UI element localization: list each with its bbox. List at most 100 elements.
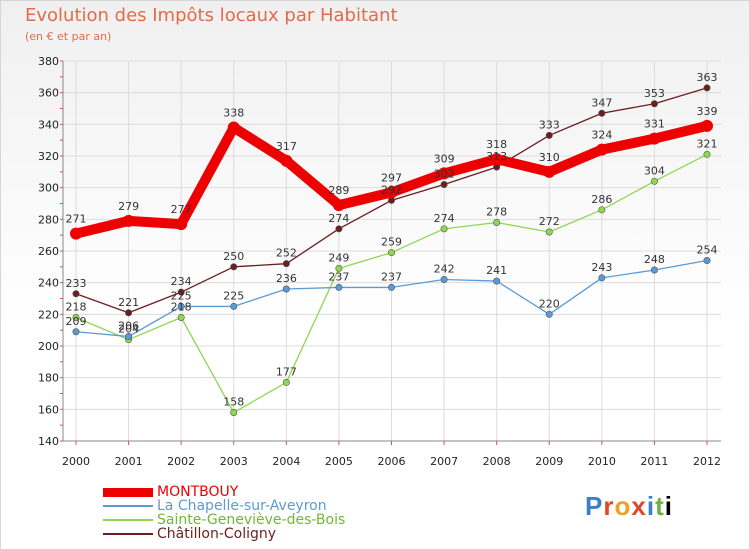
data-point: [335, 264, 343, 272]
data-point: [595, 143, 608, 156]
legend-swatch: [103, 519, 153, 521]
data-label: 237: [381, 270, 402, 283]
y-tick-label: 360: [38, 87, 59, 100]
legend-swatch: [103, 533, 153, 535]
data-label: 333: [539, 118, 560, 131]
y-tick-label: 300: [38, 182, 59, 195]
data-point: [440, 275, 448, 283]
x-tick-label: 2000: [62, 455, 90, 468]
legend-swatch: [103, 505, 153, 507]
data-label: 206: [118, 320, 139, 333]
data-label: 324: [591, 129, 612, 142]
data-label: 274: [434, 212, 455, 225]
legend-item-montbouy[interactable]: MONTBOUY: [103, 485, 345, 499]
data-point: [230, 408, 238, 416]
data-label: 313: [486, 150, 507, 163]
data-point: [280, 154, 293, 167]
y-tick-labels: 140 160 180 200 220 240 260 280 300 320 340 360 380: [38, 55, 59, 448]
x-tick-label: 2005: [325, 455, 353, 468]
x-tick-label: 2006: [378, 455, 406, 468]
data-label: 259: [381, 236, 402, 249]
x-tick-label: 2010: [588, 455, 616, 468]
data-label: 297: [381, 171, 402, 184]
data-label: 177: [276, 365, 297, 378]
data-label: 237: [328, 270, 349, 283]
data-point: [598, 274, 606, 282]
axes: [60, 60, 721, 445]
data-label: 272: [539, 215, 560, 228]
data-point: [175, 218, 188, 231]
chart-subtitle: (en € et par an): [25, 30, 112, 43]
data-point: [648, 132, 661, 145]
data-label: 286: [591, 193, 612, 206]
data-point: [545, 310, 553, 318]
data-label: 225: [171, 289, 192, 302]
data-point: [72, 328, 80, 336]
data-label: 236: [276, 272, 297, 285]
data-label: 243: [591, 261, 612, 274]
data-label: 209: [66, 315, 87, 328]
data-point: [490, 153, 503, 166]
x-tick-label: 2002: [167, 455, 195, 468]
data-label: 338: [223, 107, 244, 120]
data-point: [125, 332, 133, 340]
data-label: 225: [223, 289, 244, 302]
data-label: 204: [118, 323, 139, 336]
data-label: 363: [697, 71, 718, 84]
data-point: [650, 177, 658, 185]
y-tick-label: 260: [38, 245, 59, 258]
data-label: 220: [539, 297, 560, 310]
data-label: 274: [328, 212, 349, 225]
y-tick-label: 180: [38, 372, 59, 385]
data-point: [387, 249, 395, 257]
data-point: [440, 181, 448, 189]
legend-label: La Chapelle-sur-Aveyron: [157, 498, 327, 514]
data-label: 317: [276, 140, 297, 153]
data-point: [282, 260, 290, 268]
data-point: [282, 378, 290, 386]
y-tick-label: 220: [38, 308, 59, 321]
series-points: [70, 84, 713, 416]
data-point: [543, 165, 556, 178]
data-point: [598, 206, 606, 214]
data-point: [230, 263, 238, 271]
y-tick-label: 200: [38, 340, 59, 353]
legend-swatch: [103, 487, 153, 497]
x-tick-label: 2011: [640, 455, 668, 468]
data-label: 310: [539, 151, 560, 164]
data-label: 279: [118, 200, 139, 213]
y-tick-label: 340: [38, 118, 59, 131]
data-point: [545, 228, 553, 236]
data-label: 241: [486, 264, 507, 277]
data-point: [701, 119, 713, 132]
data-point: [598, 109, 606, 117]
data-labels: 233 221 234 250 252 274 292 302 313 333 347 353 363 2…: [66, 71, 718, 409]
legend-label: Sainte-Geneviève-des-Bois: [157, 512, 346, 528]
data-point: [177, 313, 185, 321]
data-point: [227, 121, 240, 134]
data-label: 331: [644, 118, 665, 131]
legend-item-chatillon[interactable]: Châtillon-Coligny: [103, 527, 345, 541]
legend: MONTBOUY La Chapelle-sur-Aveyron Sainte-…: [103, 485, 345, 541]
x-tick-label: 2012: [693, 455, 721, 468]
y-tick-label: 160: [38, 403, 59, 416]
data-point: [282, 285, 290, 293]
data-label: 254: [697, 244, 718, 257]
data-point: [493, 277, 501, 285]
data-point: [230, 302, 238, 310]
data-label: 339: [697, 105, 718, 118]
data-label: 271: [66, 213, 87, 226]
data-point: [650, 100, 658, 108]
data-label: 248: [644, 253, 665, 266]
data-label: 278: [486, 206, 507, 219]
data-point: [703, 150, 711, 158]
y-tick-label: 280: [38, 213, 59, 226]
data-label: 250: [223, 250, 244, 263]
data-label: 302: [434, 168, 455, 181]
legend-item-sainte-genevieve[interactable]: Sainte-Geneviève-des-Bois: [103, 513, 345, 527]
y-tick-label: 140: [38, 435, 59, 448]
legend-item-la-chapelle[interactable]: La Chapelle-sur-Aveyron: [103, 499, 345, 513]
data-point: [387, 283, 395, 291]
data-point: [703, 84, 711, 92]
